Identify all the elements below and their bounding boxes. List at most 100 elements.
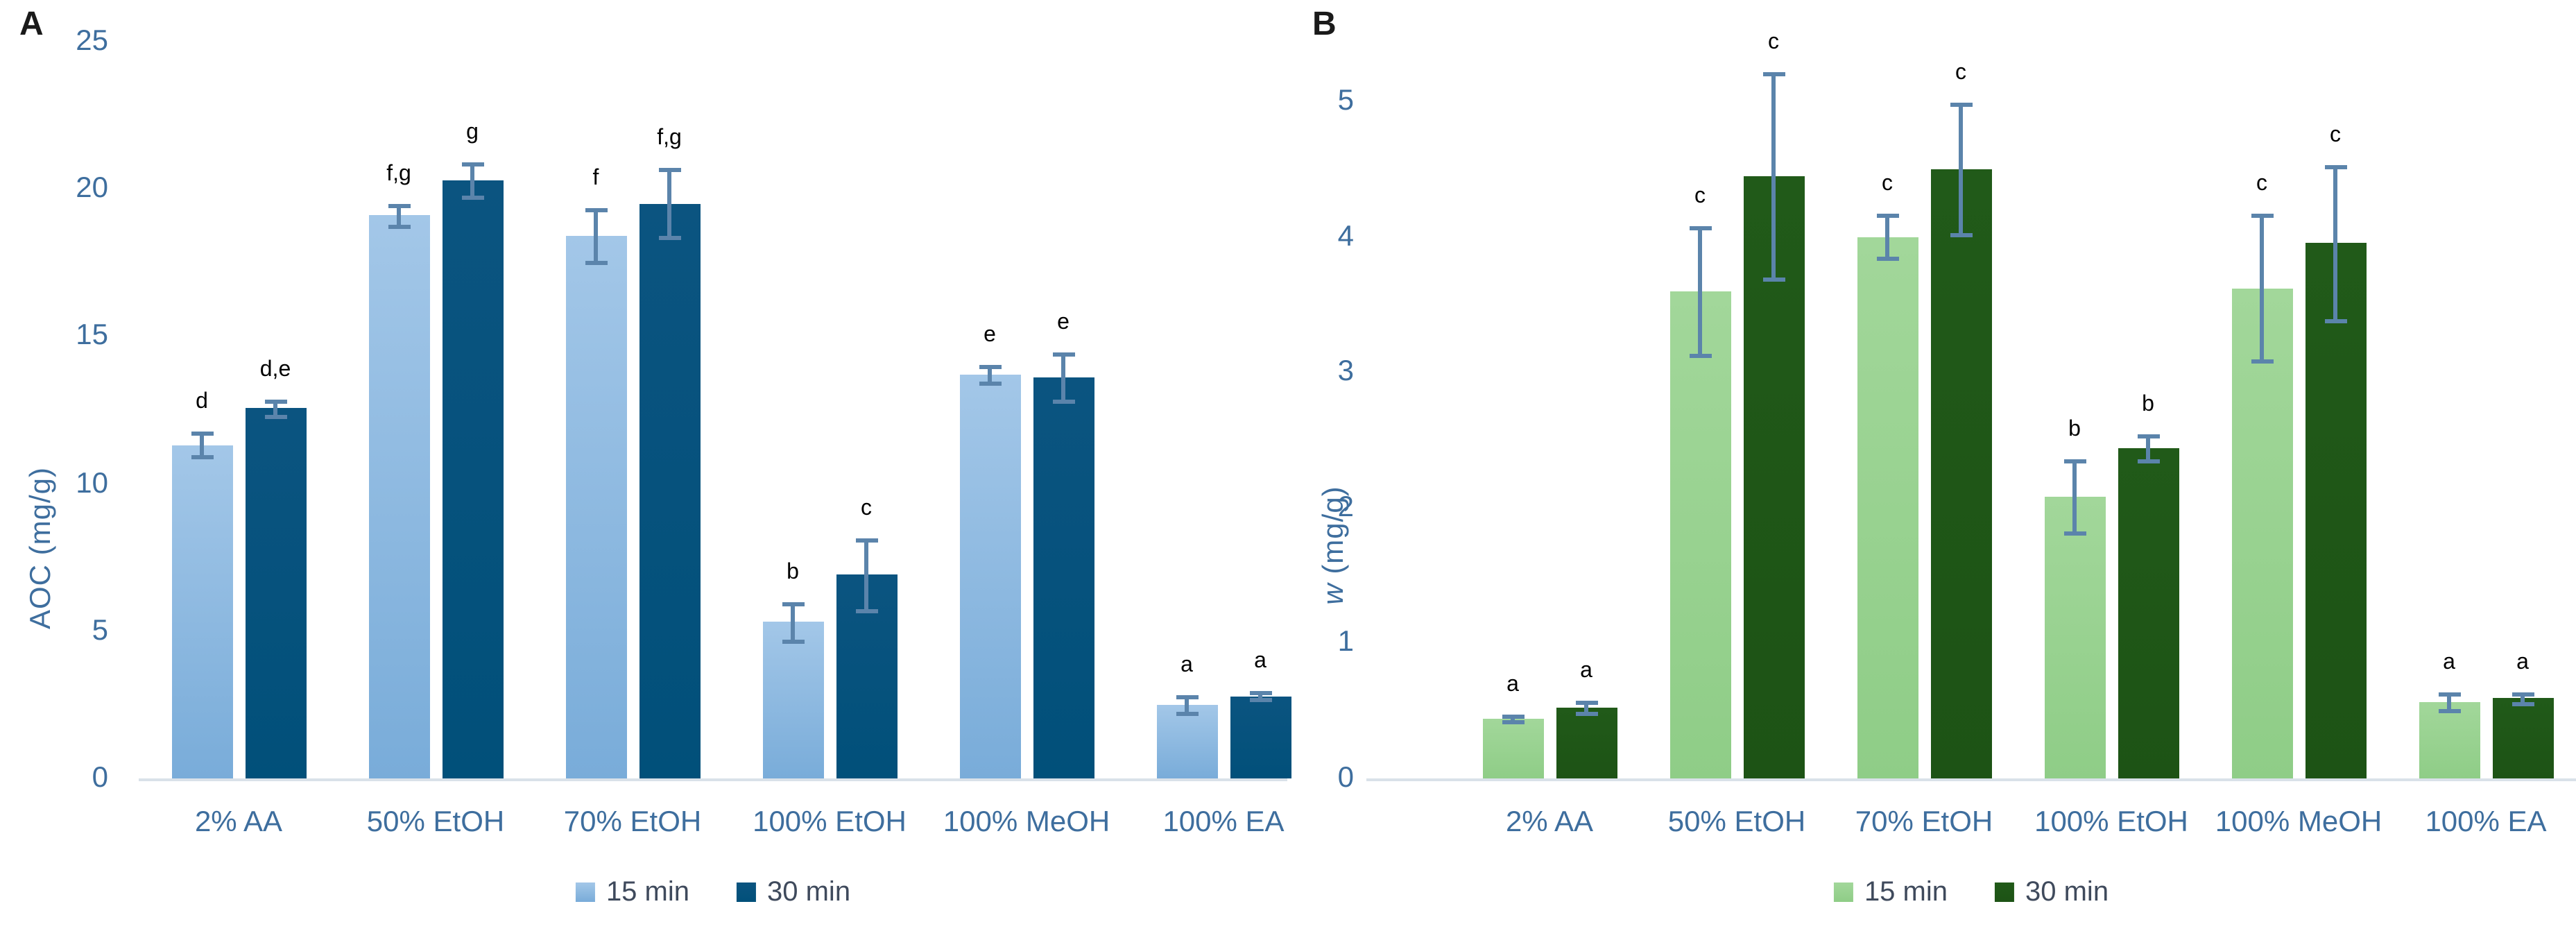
error-bar-cap-top — [2511, 692, 2534, 696]
error-bar-cap-top — [979, 364, 1001, 369]
significance-letter: g — [466, 121, 479, 145]
legend-swatch-icon — [1995, 882, 2014, 902]
error-bar — [1185, 696, 1189, 713]
error-bar-cap-top — [2063, 459, 2086, 463]
error-bar — [1959, 103, 1963, 235]
error-bar-cap-top — [1176, 694, 1198, 699]
significance-letter: f — [592, 167, 599, 191]
error-bar-cap-top — [1575, 701, 1597, 706]
significance-letter: a — [2516, 650, 2529, 674]
significance-letter: c — [1882, 171, 1893, 196]
significance-letter: e — [1057, 311, 1070, 335]
error-bar — [2072, 460, 2077, 534]
error-bar-cap-bottom — [585, 261, 607, 266]
bar-a-100-ea-15-min — [1156, 704, 1217, 778]
error-bar-cap-top — [2324, 164, 2346, 169]
significance-letter: d,e — [259, 358, 291, 382]
x-category-label: 50% EtOH — [366, 806, 505, 838]
error-bar — [273, 401, 277, 416]
bar-b-100-meoh-15-min — [2231, 288, 2292, 778]
error-bar — [1885, 214, 1889, 259]
error-bar — [594, 210, 598, 263]
bar-a-100-etoh-15-min — [762, 622, 823, 778]
error-bar-cap-top — [2251, 213, 2273, 218]
panel-b-ytick-4: 4 — [1337, 220, 1354, 253]
error-bar-cap-top — [1502, 715, 1524, 719]
error-bar-cap-top — [1950, 102, 1972, 107]
error-bar-cap-bottom — [855, 608, 877, 613]
panel-a-ytick-15: 15 — [76, 319, 108, 352]
error-bar — [2146, 436, 2150, 461]
error-bar — [200, 433, 204, 457]
significance-letter: e — [984, 323, 996, 347]
x-category-label: 70% EtOH — [563, 806, 702, 838]
significance-letter: b — [2068, 417, 2081, 441]
bar-b-70-etoh-30-min — [1930, 169, 1991, 778]
x-category-label: 100% MeOH — [2215, 806, 2382, 838]
bar-b-100-meoh-30-min — [2305, 243, 2366, 778]
bar-a-100-ea-30-min — [1230, 696, 1291, 778]
panel-b-legend: 15 min 30 min — [1833, 878, 2109, 906]
significance-letter: c — [861, 496, 872, 520]
panel-a-letter: A — [19, 6, 44, 43]
bar-a-100-meoh-30-min — [1033, 377, 1094, 778]
significance-letter: c — [1955, 60, 1966, 85]
error-bar-cap-bottom — [979, 382, 1001, 386]
error-bar-cap-top — [2438, 692, 2460, 697]
x-category-label: 50% EtOH — [1667, 806, 1806, 838]
significance-letter: a — [1506, 673, 1519, 697]
bar-b-100-etoh-30-min — [2118, 447, 2179, 778]
bar-b-2-aa-15-min — [1482, 719, 1543, 778]
error-bar-cap-bottom — [2324, 319, 2346, 324]
error-bar — [1061, 354, 1065, 402]
error-bar-cap-top — [1052, 352, 1074, 357]
significance-letter: b — [787, 560, 799, 584]
error-bar-cap-top — [2137, 434, 2159, 439]
panel-b-x-axis-line — [1366, 778, 2576, 781]
error-bar — [397, 205, 401, 226]
bar-a-70-etoh-30-min — [639, 203, 700, 778]
error-bar — [2333, 166, 2337, 321]
panel-a-ytick-25: 25 — [76, 25, 108, 57]
error-bar-cap-top — [461, 162, 483, 167]
error-bar — [1698, 227, 1702, 355]
error-bar-cap-bottom — [264, 414, 286, 419]
error-bar-cap-bottom — [1762, 277, 1785, 282]
error-bar-cap-bottom — [2251, 359, 2273, 364]
error-bar-cap-top — [1762, 71, 1785, 76]
significance-letter: a — [2443, 651, 2455, 675]
error-bar-cap-bottom — [2137, 459, 2159, 463]
x-category-label: 2% AA — [194, 806, 283, 838]
error-bar-cap-bottom — [461, 195, 483, 199]
error-bar-cap-top — [191, 432, 213, 436]
panel-a-legend: 15 min 30 min — [575, 877, 850, 907]
error-bar — [470, 164, 474, 196]
panel-a-ytick-20: 20 — [76, 172, 108, 205]
panel-a-x-axis-line — [139, 778, 1287, 781]
bar-b-70-etoh-15-min — [1857, 237, 1918, 778]
legend-label: 15 min — [606, 877, 689, 907]
error-bar-cap-bottom — [1502, 720, 1524, 724]
panel-b-ytick-3: 3 — [1337, 355, 1354, 388]
error-bar-cap-bottom — [1950, 232, 1972, 237]
error-bar — [1584, 702, 1588, 714]
significance-letter: f,g — [386, 162, 411, 186]
error-bar-cap-bottom — [658, 236, 680, 241]
significance-letter: c — [2330, 123, 2341, 147]
bar-b-50-etoh-15-min — [1669, 291, 1731, 778]
significance-letter: a — [1254, 649, 1266, 673]
bar-a-100-meoh-15-min — [959, 375, 1020, 778]
legend-item-30-min: 30 min — [1995, 878, 2109, 906]
panel-a-ytick-0: 0 — [92, 762, 108, 794]
panel-b-y-axis-title-italic: w — [1318, 583, 1350, 605]
legend-item-15-min: 15 min — [575, 877, 689, 907]
bar-b-100-ea-30-min — [2492, 698, 2553, 778]
error-bar-cap-bottom — [2511, 702, 2534, 707]
error-bar-cap-top — [782, 602, 804, 606]
error-bar-cap-top — [264, 400, 286, 404]
panel-a-ytick-5: 5 — [92, 614, 108, 647]
error-bar — [667, 169, 671, 238]
x-category-label: 100% MeOH — [943, 806, 1110, 838]
bar-b-2-aa-30-min — [1556, 708, 1617, 778]
x-category-label: 100% EA — [2425, 806, 2547, 838]
